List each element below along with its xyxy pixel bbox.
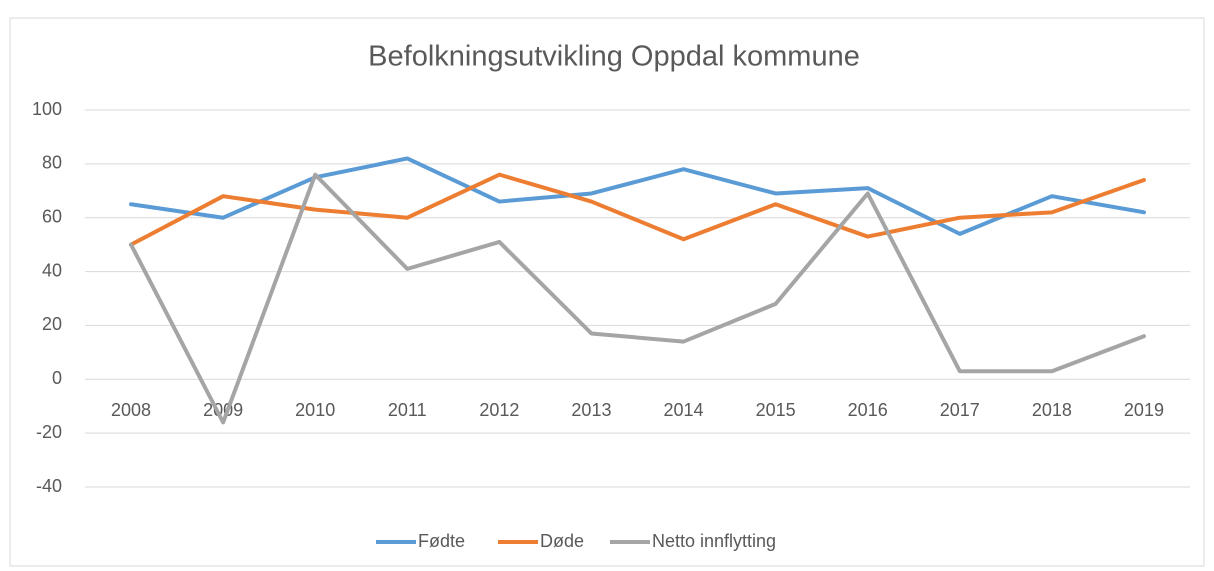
y-tick-label: 40 (42, 260, 62, 280)
x-tick-label: 2018 (1032, 400, 1072, 420)
x-tick-label: 2019 (1124, 400, 1164, 420)
legend-label: Døde (540, 531, 584, 551)
legend-label: Fødte (418, 531, 465, 551)
y-tick-label: 60 (42, 206, 62, 226)
x-tick-label: 2016 (848, 400, 888, 420)
y-tick-label: 80 (42, 153, 62, 173)
series-line (129, 172, 1146, 247)
y-tick-label: 100 (32, 99, 62, 119)
legend-label: Netto innflytting (652, 531, 776, 551)
x-tick-label: 2013 (571, 400, 611, 420)
y-tick-label: 0 (52, 368, 62, 388)
x-tick-label: 2010 (295, 400, 335, 420)
x-tick-label: 2017 (940, 400, 980, 420)
series-line (129, 156, 1146, 236)
x-tick-label: 2011 (388, 400, 427, 420)
x-tick-label: 2012 (479, 400, 519, 420)
y-tick-label: 20 (42, 314, 62, 334)
chart-title: Befolkningsutvikling Oppdal kommune (368, 41, 860, 73)
x-tick-label: 2015 (756, 400, 796, 420)
y-tick-label: -40 (36, 476, 62, 496)
y-tick-label: -20 (36, 422, 62, 442)
series-line (129, 172, 1146, 425)
x-tick-label: 2014 (664, 400, 704, 420)
x-tick-label: 2008 (111, 400, 151, 420)
chart-frame (9, 17, 1205, 567)
